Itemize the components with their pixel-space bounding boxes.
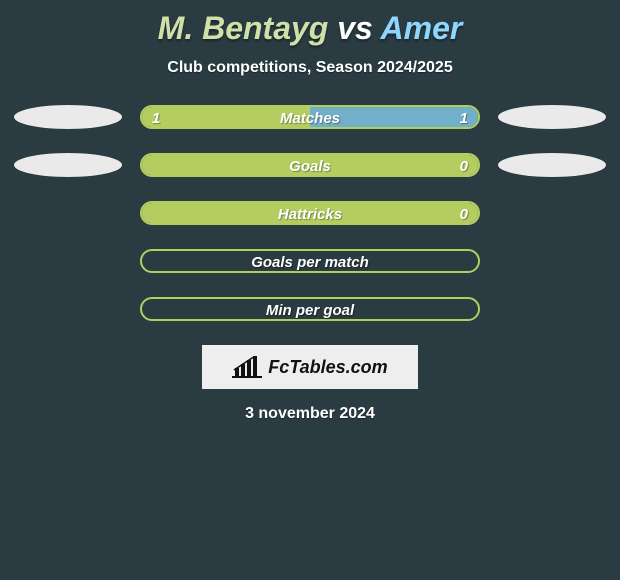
- stat-row: Goals per match: [0, 249, 620, 273]
- stat-row: Min per goal: [0, 297, 620, 321]
- stat-row: Goals0: [0, 153, 620, 177]
- subtitle: Club competitions, Season 2024/2025: [0, 59, 620, 77]
- player-left-ellipse: [14, 153, 122, 177]
- player-left-ellipse: [14, 105, 122, 129]
- stat-label: Matches: [142, 107, 478, 131]
- ellipse-spacer: [14, 201, 122, 225]
- stat-bar: Goals per match: [140, 249, 480, 273]
- ellipse-spacer: [14, 249, 122, 273]
- stat-label: Hattricks: [142, 203, 478, 227]
- stat-bar: Matches1 1: [140, 105, 480, 129]
- logo-box: FcTables.com: [202, 345, 418, 389]
- chart-bars-icon: [232, 356, 262, 378]
- stat-value-right: 0: [460, 203, 468, 227]
- stat-label: Min per goal: [142, 299, 478, 323]
- stat-row: Hattricks0: [0, 201, 620, 225]
- ellipse-spacer: [498, 201, 606, 225]
- stat-rows: Matches11Goals0Hattricks0Goals per match…: [0, 105, 620, 321]
- stat-bar: Hattricks0: [140, 201, 480, 225]
- ellipse-spacer: [14, 297, 122, 321]
- stat-value-left: 1: [152, 107, 160, 131]
- logo-text-suffix: Tables.com: [289, 357, 387, 377]
- stat-label: Goals per match: [142, 251, 478, 275]
- stat-bar: Goals0: [140, 153, 480, 177]
- stat-row: Matches1 1: [0, 105, 620, 129]
- title-part: vs: [328, 10, 380, 46]
- stat-value-right: 1: [460, 107, 468, 131]
- ellipse-spacer: [498, 297, 606, 321]
- ellipse-spacer: [498, 249, 606, 273]
- title-part: M. Bentayg: [158, 10, 329, 46]
- page-title: M. Bentayg vs Amer: [0, 0, 620, 47]
- title-part: Amer: [381, 10, 463, 46]
- logo-text: FcTables.com: [268, 357, 387, 378]
- stat-value-right: 0: [460, 155, 468, 179]
- stat-bar: Min per goal: [140, 297, 480, 321]
- stat-label: Goals: [142, 155, 478, 179]
- player-right-ellipse: [498, 153, 606, 177]
- player-right-ellipse: [498, 105, 606, 129]
- logo-text-prefix: Fc: [268, 357, 289, 377]
- date-line: 3 november 2024: [0, 405, 620, 423]
